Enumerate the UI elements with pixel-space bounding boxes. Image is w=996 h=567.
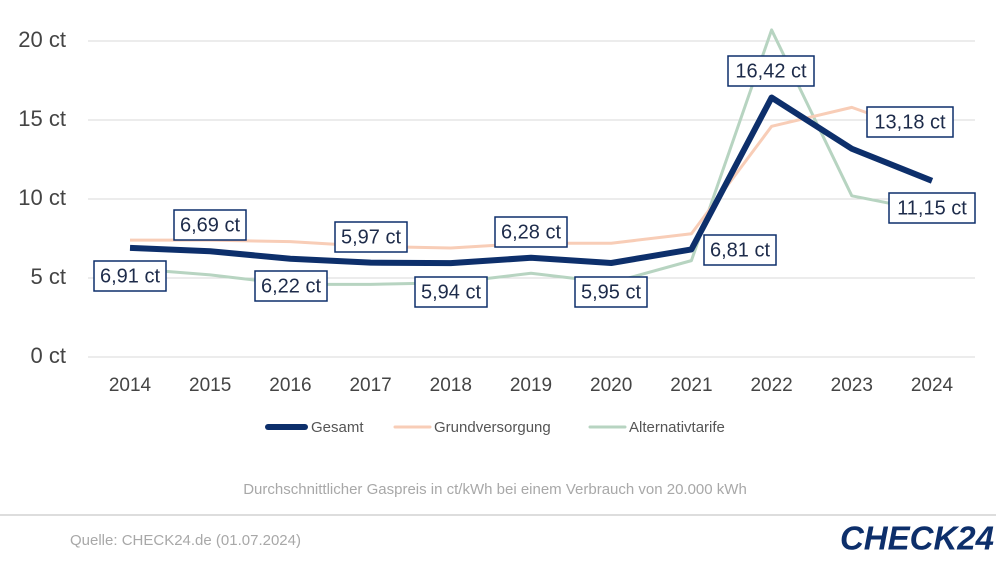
value-label: 5,97 ct — [341, 226, 401, 248]
value-label-box — [334, 221, 408, 253]
x-tick-label: 2018 — [430, 375, 472, 396]
y-tick-label: 10 ct — [18, 185, 66, 210]
source: Quelle: CHECK24.de (01.07.2024) — [70, 532, 301, 549]
value-label-box — [254, 270, 328, 302]
y-tick-label: 15 ct — [18, 106, 66, 131]
y-tick-label: 0 ct — [31, 343, 66, 368]
x-tick-label: 2020 — [590, 375, 632, 396]
value-label-box — [574, 276, 648, 308]
value-label-box — [703, 234, 777, 266]
value-label-box — [888, 192, 976, 224]
value-label: 6,28 ct — [501, 221, 561, 243]
x-tick-label: 2015 — [189, 375, 231, 396]
x-tick-label: 2021 — [670, 375, 712, 396]
value-label: 6,81 ct — [710, 239, 770, 261]
value-label-box — [414, 276, 488, 308]
logo: CHECK24 — [840, 520, 994, 557]
value-label-box — [93, 260, 167, 292]
x-tick-label: 2014 — [109, 375, 152, 396]
series-line — [129, 94, 934, 267]
value-label: 11,15 ct — [897, 197, 967, 219]
y-tick-label: 5 ct — [31, 264, 66, 289]
caption: Durchschnittlicher Gaspreis in ct/kWh be… — [243, 481, 747, 498]
value-label: 5,95 ct — [581, 281, 641, 303]
value-label: 13,18 ct — [874, 111, 946, 133]
x-tick-label: 2016 — [269, 375, 311, 396]
value-label: 6,22 ct — [261, 275, 321, 297]
x-tick-label: 2023 — [831, 375, 873, 396]
value-label-box — [494, 216, 568, 248]
value-label-box — [866, 106, 954, 138]
legend-label: Alternativtarife — [629, 419, 725, 436]
x-tick-label: 2022 — [750, 375, 792, 396]
value-label-box — [173, 209, 247, 241]
value-label-box — [727, 55, 815, 87]
legend-label: Grundversorgung — [434, 419, 551, 436]
legend-label: Gesamt — [311, 419, 364, 436]
value-label: 6,69 ct — [180, 214, 240, 236]
value-label: 5,94 ct — [421, 281, 481, 303]
x-tick-label: 2024 — [911, 375, 954, 396]
x-tick-label: 2019 — [510, 375, 552, 396]
x-tick-label: 2017 — [349, 375, 391, 396]
value-label: 6,91 ct — [100, 265, 160, 287]
y-tick-label: 20 ct — [18, 27, 66, 52]
value-label: 16,42 ct — [735, 60, 807, 82]
